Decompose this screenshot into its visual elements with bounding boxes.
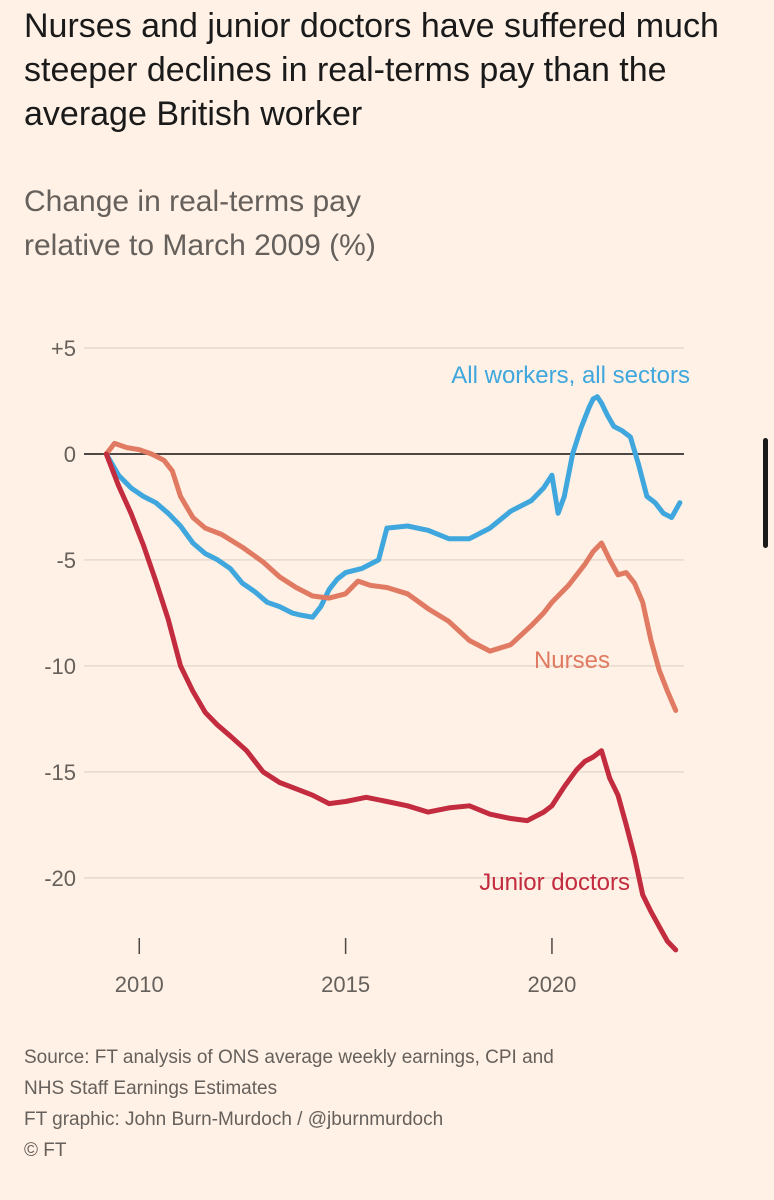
label-nurses: Nurses	[534, 647, 610, 674]
y-tick-label: -20	[44, 866, 76, 891]
subtitle-line-1: Change in real-terms pay	[24, 185, 361, 218]
source-line-2: NHS Staff Earnings Estimates	[24, 1078, 278, 1099]
label-junior-doctors: Junior doctors	[479, 869, 630, 896]
y-tick-label: -5	[56, 548, 76, 573]
x-tick-label: 2015	[321, 972, 370, 997]
series-labels: All workers, all sectors Nurses Junior d…	[451, 362, 690, 896]
y-tick-label: -15	[44, 760, 76, 785]
chart-title: Nurses and junior doctors have suffered …	[24, 7, 719, 133]
source-line-1: Source: FT analysis of ONS average weekl…	[24, 1047, 554, 1068]
credit-line: FT graphic: John Burn-Murdoch / @jburnmu…	[24, 1109, 444, 1130]
series-line-junior-doctors	[103, 451, 679, 953]
series-line-all-workers	[103, 394, 683, 620]
chart-subtitle: Change in real-terms pay relative to Mar…	[24, 180, 724, 268]
axes: +5 0 -5 -10 -15 -20 2010 2015 2020	[44, 336, 684, 997]
label-all-workers: All workers, all sectors	[451, 362, 690, 389]
series-line-nurses	[103, 440, 679, 713]
line-chart: +5 0 -5 -10 -15 -20 2010 2015 2020 All workers, …	[44, 336, 690, 997]
series-lines	[103, 394, 683, 953]
subtitle-line-2: relative to March 2009 (%)	[24, 229, 376, 262]
scrollbar-thumb[interactable]	[763, 438, 768, 548]
chart-footer: Source: FT analysis of ONS average weekl…	[24, 1042, 754, 1166]
y-tick-label: -10	[44, 654, 76, 679]
y-tick-label: 0	[64, 442, 76, 467]
copyright-line: © FT	[24, 1140, 67, 1161]
gridlines	[84, 347, 684, 879]
x-tick-label: 2010	[115, 972, 164, 997]
x-tick-label: 2020	[527, 972, 576, 997]
y-tick-label: +5	[51, 336, 76, 361]
